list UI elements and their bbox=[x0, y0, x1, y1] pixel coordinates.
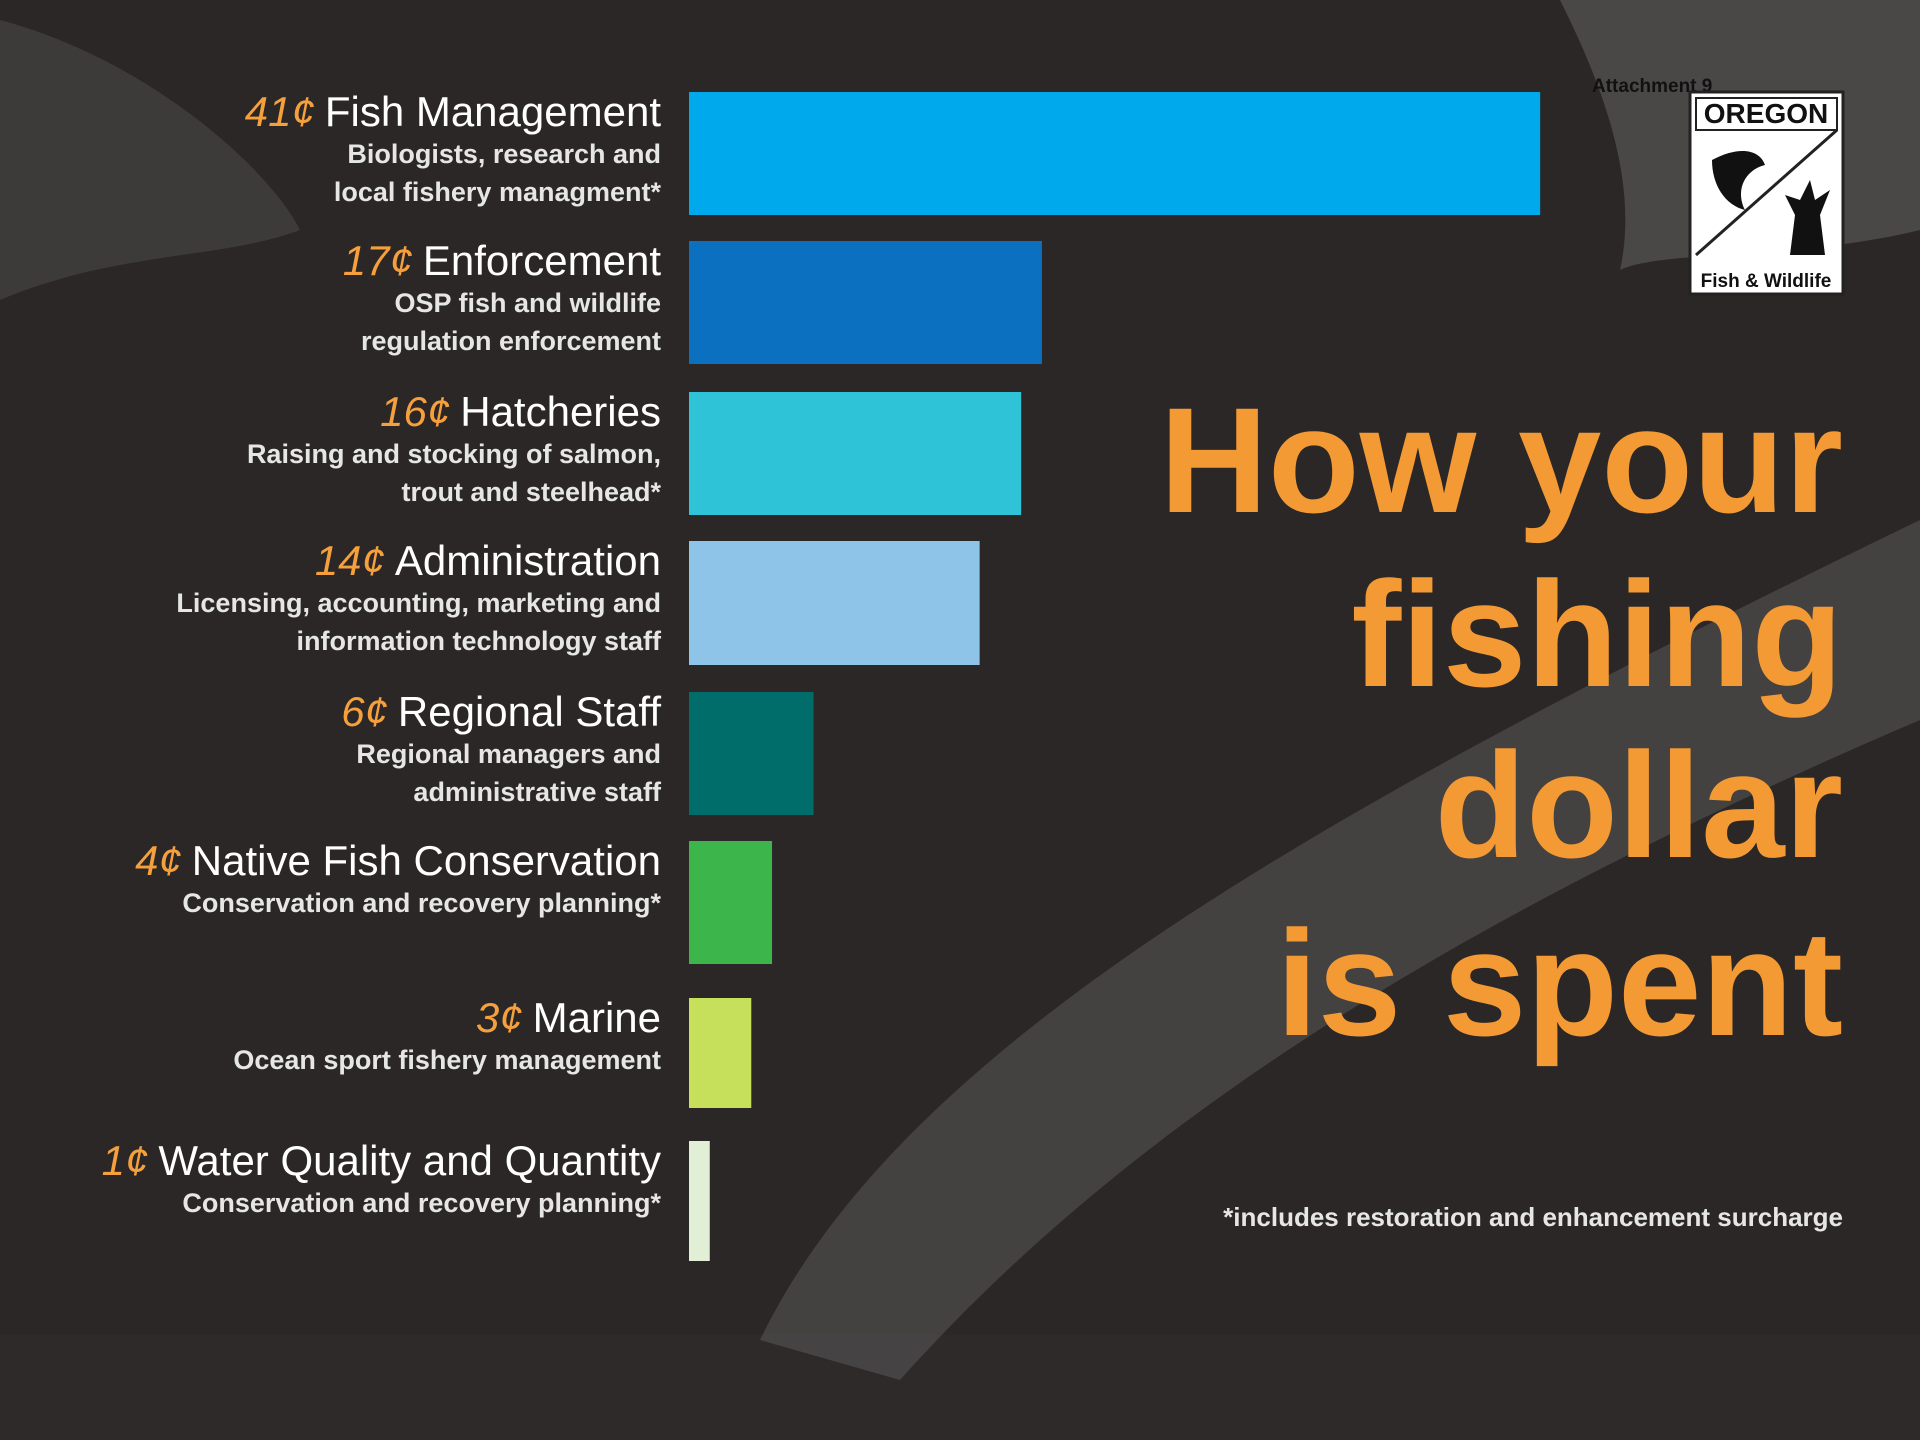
category-description: administrative staff bbox=[413, 777, 662, 807]
fish-decoration bbox=[760, 520, 1920, 1380]
title-line: is spent bbox=[1276, 899, 1843, 1067]
logo-bottom: Fish & Wildlife bbox=[1701, 271, 1832, 292]
bar bbox=[689, 541, 980, 665]
category-name: Native Fish Conservation bbox=[192, 837, 661, 884]
category-name: Enforcement bbox=[423, 237, 661, 284]
value-label: 6¢ bbox=[341, 688, 388, 735]
logo-frame bbox=[1695, 97, 1838, 131]
category-description: regulation enforcement bbox=[361, 326, 661, 356]
logo-deer bbox=[1785, 180, 1830, 255]
logo-fish bbox=[1712, 150, 1765, 210]
bar bbox=[689, 92, 1541, 215]
category-label: 1¢ Water Quality and Quantity bbox=[102, 1137, 661, 1184]
category-description: OSP fish and wildlife bbox=[394, 288, 661, 318]
category-description: Raising and stocking of salmon, bbox=[247, 439, 661, 469]
category-description: Licensing, accounting, marketing and bbox=[176, 588, 661, 618]
title-line: fishing bbox=[1351, 550, 1843, 718]
category-name: Water Quality and Quantity bbox=[158, 1137, 661, 1184]
bar bbox=[689, 998, 752, 1108]
category-label: 14¢ Administration bbox=[315, 537, 661, 584]
category-name: Administration bbox=[395, 537, 661, 584]
logo-divider bbox=[1695, 128, 1838, 257]
bar bbox=[689, 1141, 710, 1261]
value-label: 3¢ bbox=[476, 994, 523, 1041]
fish-decoration bbox=[0, 20, 300, 300]
value-label: 41¢ bbox=[245, 88, 315, 135]
footnote: *includes restoration and enhancement su… bbox=[1223, 1202, 1843, 1232]
bar bbox=[689, 241, 1042, 364]
category-description: Regional managers and bbox=[356, 739, 661, 769]
category-description: Conservation and recovery planning* bbox=[182, 1188, 661, 1218]
title-line: How your bbox=[1160, 376, 1843, 544]
category-description: Biologists, research and bbox=[347, 139, 661, 169]
category-label: 16¢ Hatcheries bbox=[380, 388, 661, 435]
logo-top: OREGON bbox=[1704, 98, 1828, 129]
value-label: 4¢ bbox=[135, 837, 182, 884]
bar bbox=[689, 841, 773, 964]
category-description: trout and steelhead* bbox=[401, 477, 661, 507]
value-label: 16¢ bbox=[380, 388, 450, 435]
category-label: 17¢ Enforcement bbox=[343, 237, 662, 284]
logo: OREGON Fish & Wildlife bbox=[1688, 90, 1845, 296]
category-description: local fishery managment* bbox=[334, 177, 662, 207]
category-label: 3¢ Marine bbox=[476, 994, 661, 1041]
value-label: 14¢ bbox=[315, 537, 385, 584]
value-label: 1¢ bbox=[102, 1137, 149, 1184]
category-name: Hatcheries bbox=[460, 388, 661, 435]
category-name: Regional Staff bbox=[398, 688, 661, 735]
bottom-band bbox=[0, 1335, 1920, 1440]
category-label: 4¢ Native Fish Conservation bbox=[135, 837, 661, 884]
category-name: Marine bbox=[533, 994, 661, 1041]
category-label: 6¢ Regional Staff bbox=[341, 688, 661, 735]
value-label: 17¢ bbox=[343, 237, 413, 284]
category-name: Fish Management bbox=[325, 88, 661, 135]
bar bbox=[689, 392, 1022, 515]
category-description: Ocean sport fishery management bbox=[233, 1045, 661, 1075]
title-line: dollar bbox=[1435, 721, 1843, 889]
category-label: 41¢ Fish Management bbox=[245, 88, 662, 135]
attachment-label: Attachment 9 bbox=[1592, 76, 1712, 97]
category-description: Conservation and recovery planning* bbox=[182, 888, 661, 918]
category-description: information technology staff bbox=[297, 626, 663, 656]
bar bbox=[689, 692, 814, 815]
